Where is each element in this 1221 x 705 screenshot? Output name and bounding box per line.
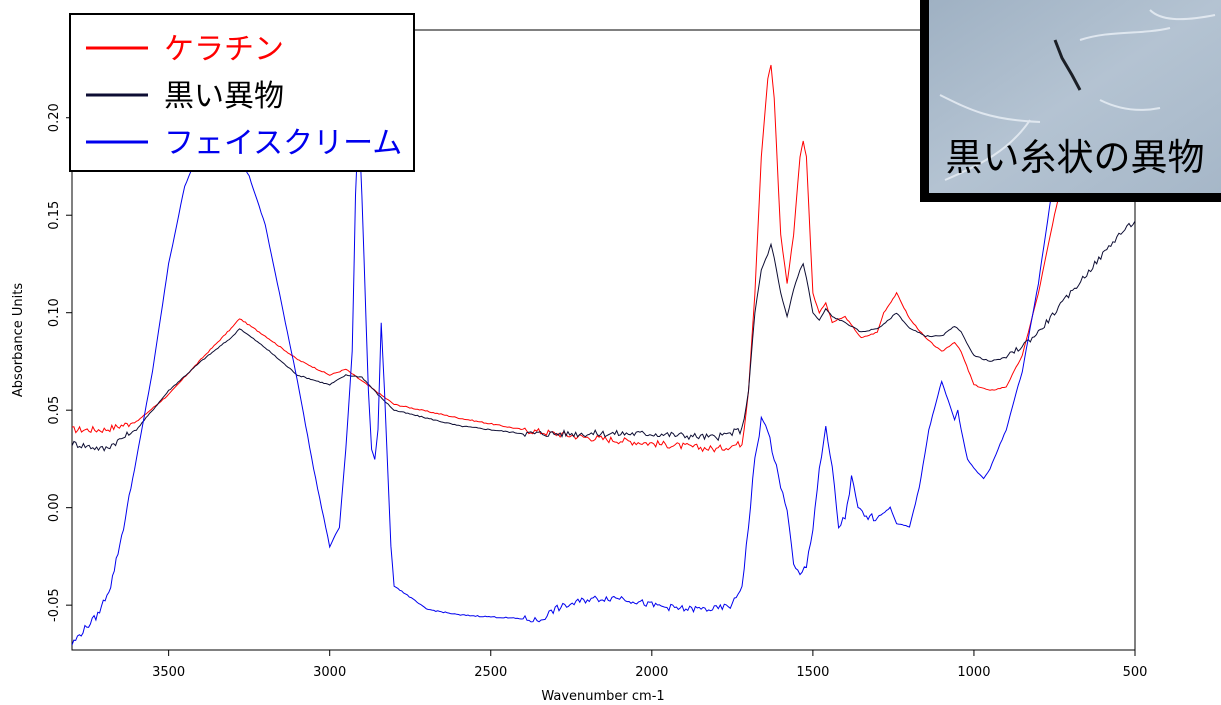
- legend-label: フェイスクリーム: [164, 126, 402, 161]
- inset-image: [929, 0, 1221, 193]
- y-tick-label: -0.05: [47, 588, 62, 622]
- x-axis-ticks: 3500 3000 2500 2000 1500 1000 500: [152, 650, 1147, 680]
- x-axis-label: Wavenumber cm-1: [541, 689, 664, 704]
- y-axis-label: Absorbance Units: [11, 283, 26, 397]
- y-axis-ticks: -0.05 0.00 0.05 0.10 0.15 0.20: [47, 103, 72, 622]
- series-line-2: [72, 220, 1135, 452]
- inset-photo: 黒い糸状の異物: [920, 0, 1221, 202]
- y-tick-label: 0.20: [47, 103, 62, 132]
- x-tick-label: 1500: [796, 665, 829, 680]
- y-tick-label: 0.15: [47, 201, 62, 230]
- x-tick-label: 1000: [957, 665, 990, 680]
- y-tick-label: 0.05: [47, 396, 62, 425]
- x-tick-label: 3500: [152, 665, 185, 680]
- legend-label: 黒い異物: [164, 79, 284, 114]
- black-thread: [1053, 39, 1082, 91]
- inset-fibers: [939, 9, 1216, 181]
- x-tick-label: 500: [1123, 665, 1148, 680]
- axes: [71, 29, 1136, 651]
- legend-box: [69, 13, 415, 172]
- x-tick-label: 2500: [474, 665, 507, 680]
- inset-caption: 黒い糸状の異物: [946, 136, 1205, 179]
- x-tick-label: 3000: [313, 665, 346, 680]
- y-tick-label: 0.00: [47, 493, 62, 522]
- legend-label: ケラチン: [164, 32, 284, 67]
- series-line-1: [72, 39, 1135, 453]
- y-tick-label: 0.10: [47, 298, 62, 327]
- x-tick-label: 2000: [635, 665, 668, 680]
- plot-frame: [71, 29, 1136, 651]
